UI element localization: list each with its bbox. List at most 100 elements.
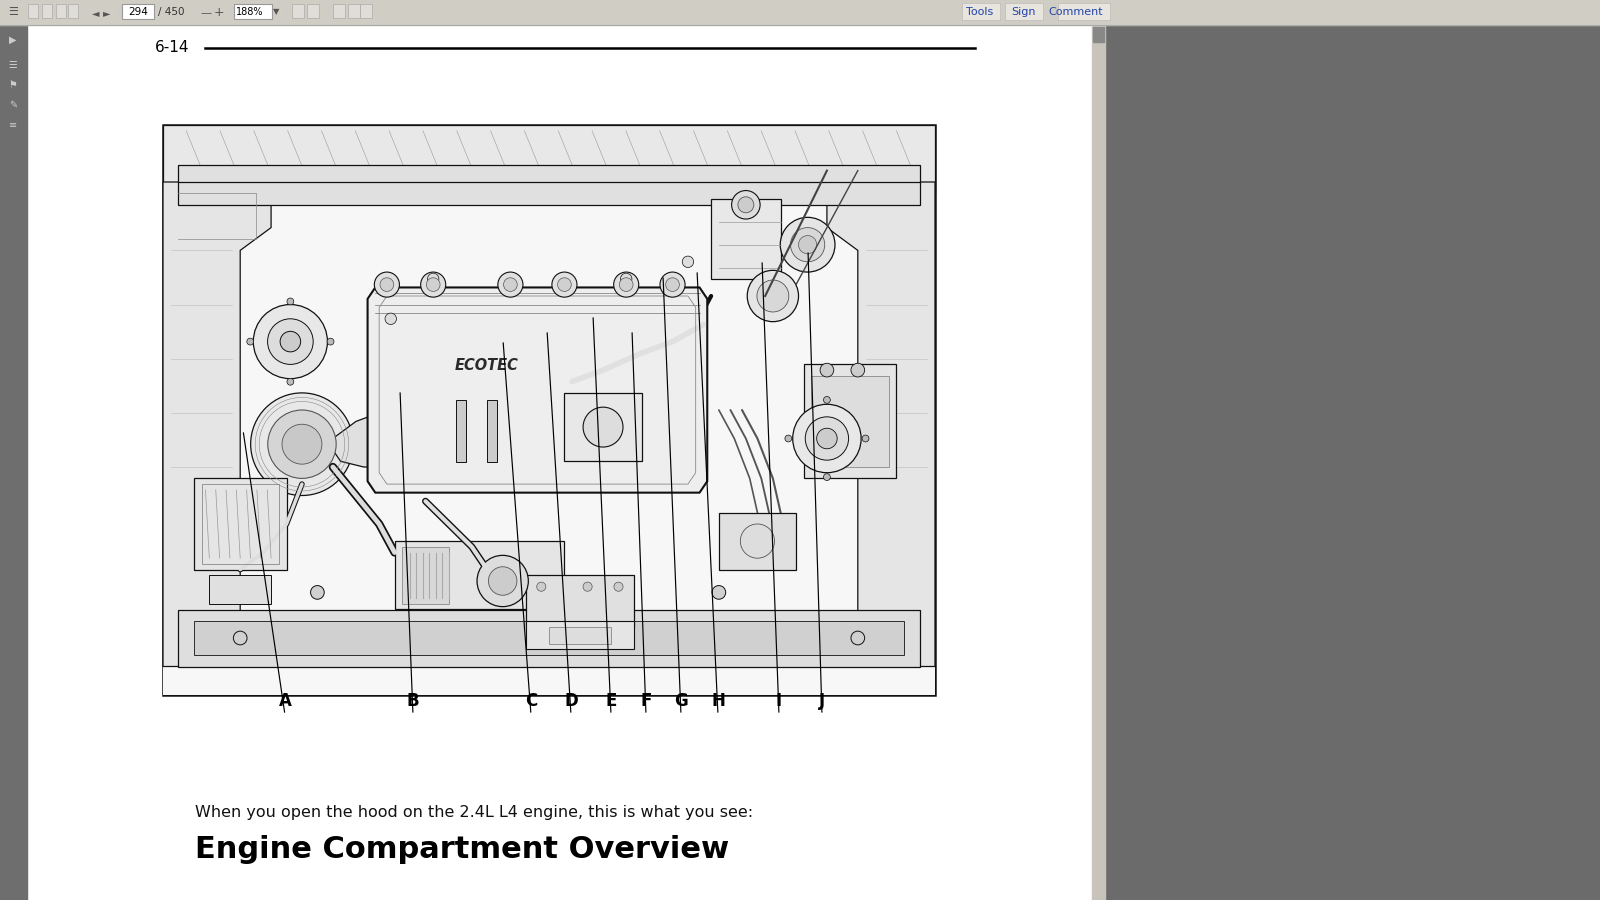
Bar [291, 4, 304, 18]
Text: 188%: 188% [237, 7, 264, 17]
Text: Comment: Comment [1048, 7, 1104, 17]
Bar [234, 4, 272, 19]
Bar [1091, 25, 1106, 900]
Circle shape [536, 582, 546, 591]
Circle shape [488, 567, 517, 595]
Circle shape [552, 272, 578, 297]
Bar [349, 4, 360, 18]
Circle shape [282, 424, 322, 464]
Circle shape [558, 278, 571, 292]
Circle shape [851, 364, 864, 377]
Text: J: J [819, 692, 826, 710]
Text: |: | [285, 4, 288, 19]
Text: ▼: ▼ [274, 7, 280, 16]
Circle shape [790, 228, 824, 262]
Circle shape [682, 256, 694, 267]
Bar [0, 0, 1600, 25]
Circle shape [504, 278, 517, 292]
Bar [456, 400, 466, 462]
Circle shape [427, 274, 438, 284]
Circle shape [738, 197, 754, 212]
Text: ►: ► [102, 8, 110, 18]
Bar [1058, 3, 1110, 20]
Circle shape [619, 278, 634, 292]
Circle shape [741, 524, 774, 558]
Bar [163, 125, 934, 695]
Text: |: | [115, 4, 120, 19]
Bar [526, 575, 634, 626]
Text: C: C [525, 692, 538, 710]
Text: 6-14: 6-14 [155, 40, 189, 56]
Text: ≡: ≡ [10, 120, 18, 130]
Bar [210, 575, 270, 604]
Circle shape [781, 217, 835, 272]
Bar [163, 125, 934, 695]
Text: |: | [82, 4, 86, 19]
Circle shape [659, 272, 685, 297]
Circle shape [326, 338, 334, 345]
Text: Sign: Sign [1011, 7, 1035, 17]
Bar [0, 25, 27, 900]
Circle shape [798, 236, 816, 254]
Circle shape [267, 319, 314, 364]
Circle shape [712, 586, 726, 599]
Bar [526, 621, 634, 650]
Text: +: + [214, 6, 224, 20]
Bar [710, 199, 781, 279]
Circle shape [851, 631, 864, 644]
Circle shape [477, 555, 528, 607]
Bar [202, 484, 278, 564]
Circle shape [498, 272, 523, 297]
Text: E: E [605, 692, 616, 710]
Bar [179, 165, 920, 205]
Circle shape [747, 270, 798, 321]
Text: |: | [229, 4, 232, 19]
Circle shape [805, 417, 848, 460]
Text: ▶: ▶ [10, 35, 16, 45]
Text: ◄: ◄ [93, 8, 99, 18]
Circle shape [824, 473, 830, 481]
Bar [29, 4, 38, 18]
Bar [402, 547, 448, 604]
Circle shape [786, 435, 792, 442]
Bar [1093, 27, 1104, 42]
Bar [803, 364, 896, 479]
Bar [42, 4, 51, 18]
Text: 294: 294 [128, 7, 147, 17]
Circle shape [821, 364, 834, 377]
Text: G: G [674, 692, 688, 710]
Bar [56, 4, 66, 18]
Bar [360, 4, 371, 18]
Text: ECOTEC: ECOTEC [454, 358, 518, 373]
Bar [565, 393, 642, 462]
Bar [67, 4, 78, 18]
Text: When you open the hood on the 2.4L L4 engine, this is what you see:: When you open the hood on the 2.4L L4 en… [195, 805, 754, 820]
Polygon shape [368, 287, 707, 492]
Circle shape [234, 631, 246, 644]
Text: ✎: ✎ [10, 100, 18, 110]
Bar [395, 541, 565, 609]
Circle shape [421, 272, 446, 297]
Polygon shape [163, 182, 270, 667]
Text: / 450: / 450 [158, 7, 184, 17]
Circle shape [386, 313, 397, 325]
Bar [307, 4, 318, 18]
Text: H: H [710, 692, 725, 710]
Bar [1005, 3, 1043, 20]
Circle shape [816, 428, 837, 449]
Circle shape [426, 278, 440, 292]
Bar [1106, 25, 1600, 900]
Polygon shape [333, 410, 426, 467]
Text: D: D [565, 692, 578, 710]
Circle shape [310, 586, 325, 599]
Bar [549, 626, 611, 644]
Text: ⚑: ⚑ [8, 80, 18, 90]
Polygon shape [827, 182, 934, 667]
Text: |: | [325, 4, 330, 19]
Circle shape [582, 582, 592, 591]
Text: F: F [640, 692, 651, 710]
Circle shape [621, 274, 632, 284]
Bar [163, 125, 934, 194]
Circle shape [614, 272, 638, 297]
Circle shape [280, 331, 301, 352]
